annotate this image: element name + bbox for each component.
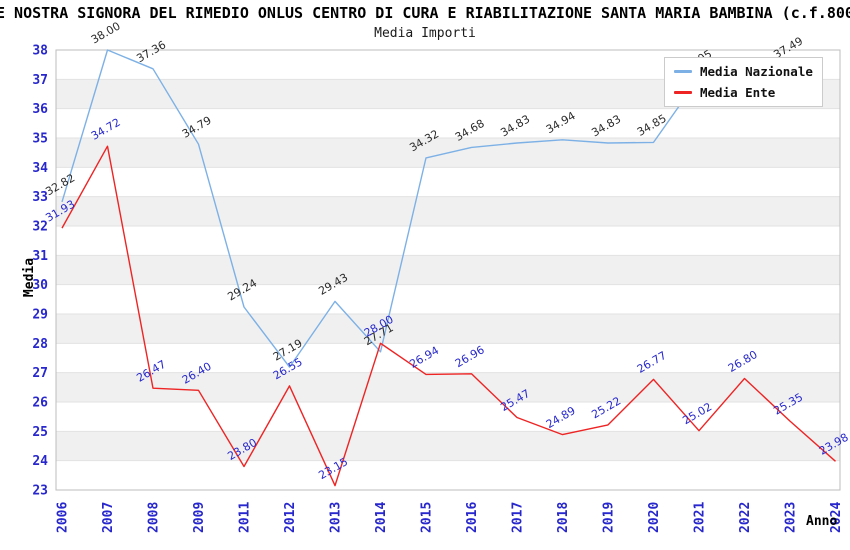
data-label: 26.96 [453, 343, 487, 370]
data-label: 34.83 [589, 112, 623, 139]
data-label: 34.83 [498, 112, 532, 139]
y-tick-label: 31 [32, 249, 48, 264]
y-tick-label: 30 [32, 278, 48, 293]
plot-band [56, 372, 840, 402]
data-label: 26.80 [726, 348, 760, 375]
y-tick-label: 35 [32, 132, 48, 147]
y-tick-label: 32 [32, 220, 48, 235]
y-tick-label: 25 [32, 425, 48, 440]
plot-band [56, 196, 840, 226]
plot-band [56, 314, 840, 344]
legend: Media Nazionale Media Ente [664, 57, 823, 107]
x-tick-label: 2012 [283, 502, 298, 533]
x-tick-label: 2018 [556, 502, 571, 533]
x-tick-label: 2007 [101, 502, 116, 533]
data-label: 34.79 [180, 114, 214, 141]
legend-item-media-nazionale: Media Nazionale [674, 63, 813, 80]
x-tick-label: 2017 [511, 502, 526, 533]
y-tick-label: 37 [32, 73, 48, 88]
plot-border [55, 49, 841, 491]
y-tick-label: 34 [32, 161, 48, 176]
chart-title: E NOSTRA SIGNORA DEL RIMEDIO ONLUS CENTR… [0, 4, 850, 22]
chart-subtitle: Media Importi [374, 26, 476, 41]
x-tick-label: 2013 [329, 502, 344, 533]
x-tick-label: 2014 [374, 502, 389, 533]
y-tick-label: 23 [32, 484, 48, 499]
y-tick-label: 38 [32, 44, 48, 59]
y-tick-label: 26 [32, 396, 48, 411]
data-label: 26.77 [635, 349, 669, 376]
x-tick-label: 2023 [784, 502, 799, 533]
legend-label: Media Nazionale [700, 64, 813, 79]
y-tick-label: 29 [32, 308, 48, 323]
x-tick-label: 2022 [738, 502, 753, 533]
data-label: 34.85 [635, 112, 669, 139]
y-tick-label: 27 [32, 366, 48, 381]
data-label: 34.94 [544, 109, 578, 136]
legend-label: Media Ente [700, 85, 776, 100]
data-label: 26.94 [407, 344, 441, 371]
x-tick-label: 2006 [56, 502, 71, 533]
x-tick-label: 2024 [829, 502, 844, 533]
plot-band [56, 431, 840, 461]
legend-swatch-media-nazionale-icon [674, 70, 692, 73]
x-tick-label: 2019 [602, 502, 617, 533]
x-axis-title: Anno [806, 514, 838, 529]
data-label: 32.82 [43, 171, 77, 198]
legend-item-media-ente: Media Ente [674, 84, 813, 101]
data-label: 25.02 [680, 400, 714, 427]
y-tick-label: 24 [32, 454, 48, 469]
x-tick-label: 2020 [647, 502, 662, 533]
y-tick-label: 33 [32, 190, 48, 205]
x-tick-label: 2016 [465, 502, 480, 533]
y-tick-label: 28 [32, 337, 48, 352]
x-tick-label: 2011 [238, 502, 253, 533]
y-axis-title: Media [22, 257, 38, 298]
data-label: 24.89 [544, 404, 578, 431]
series-line-media-nazionale [61, 49, 791, 368]
y-tick-label: 36 [32, 102, 48, 117]
data-label: 37.36 [134, 38, 168, 65]
x-tick-label: 2021 [693, 502, 708, 533]
x-tick-label: 2009 [192, 502, 207, 533]
x-tick-label: 2015 [420, 502, 435, 533]
legend-swatch-media-ente-icon [674, 91, 692, 94]
x-tick-label: 2008 [147, 502, 162, 533]
series-line-media-ente [61, 145, 836, 487]
plot-band [56, 255, 840, 285]
